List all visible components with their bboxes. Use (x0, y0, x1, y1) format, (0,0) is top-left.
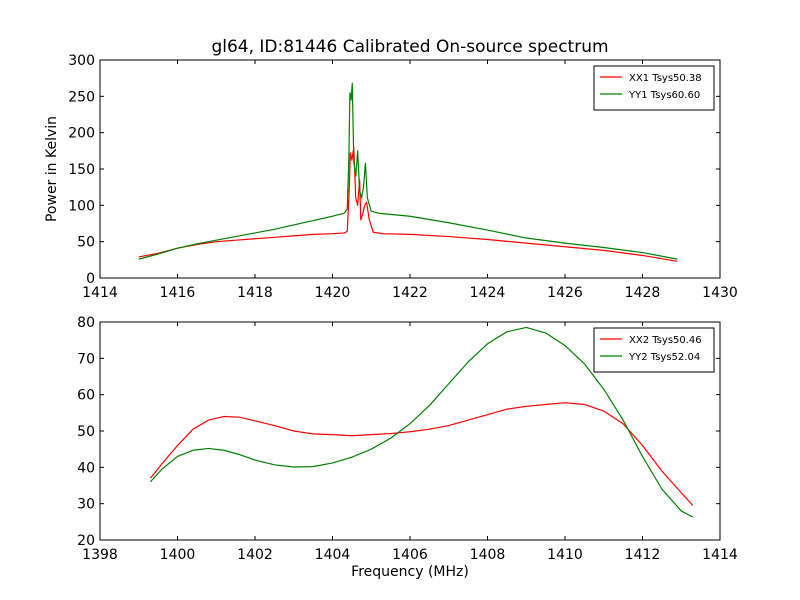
legend-entry: XX2 Tsys50.46 (629, 335, 702, 346)
x-tick-label: 1414 (82, 285, 118, 301)
x-tick-label: 1400 (160, 547, 196, 563)
y-tick-label: 20 (77, 533, 95, 549)
x-tick-label: 1420 (315, 285, 351, 301)
x-tick-label: 1406 (392, 547, 428, 563)
x-tick-label: 1404 (315, 547, 351, 563)
y-tick-label: 50 (77, 235, 95, 251)
x-tick-label: 1424 (470, 285, 506, 301)
legend: XX2 Tsys50.46 YY2 Tsys52.04 (593, 327, 715, 373)
series-line-xx2 (149, 402, 694, 506)
x-axis-label: Frequency (MHz) (351, 564, 469, 580)
y-tick-label: 0 (86, 271, 95, 287)
y-tick-label: 100 (68, 198, 95, 214)
series-line-xx1 (138, 146, 678, 262)
bottom-chart-panel: 1398 1400 1402 1404 1406 1408 1410 1412 1414 20 30… (77, 315, 738, 580)
x-tick-label: 1430 (702, 285, 738, 301)
y-tick-label: 60 (77, 388, 95, 404)
x-tick-label: 1418 (237, 285, 273, 301)
y-axis-label: Power in Kelvin (44, 116, 60, 222)
x-tick-label: 1416 (160, 285, 196, 301)
x-tick-label: 1408 (470, 547, 506, 563)
y-tick-label: 50 (77, 424, 95, 440)
top-chart-panel: 1414 1416 1418 1420 1422 1424 1426 1428 1430 0 50 1… (44, 37, 738, 301)
y-tick-label: 80 (77, 315, 95, 331)
series-line-yy1 (138, 82, 678, 260)
y-tick-label: 150 (68, 162, 95, 178)
x-tick-label: 1426 (547, 285, 583, 301)
x-tick-label: 1422 (392, 285, 428, 301)
y-tick-label: 200 (68, 126, 95, 142)
y-tick-label: 250 (68, 89, 95, 105)
series-line-yy2 (149, 326, 694, 518)
x-tick-label: 1402 (237, 547, 273, 563)
x-tick-label: 1410 (547, 547, 583, 563)
y-tick-label: 40 (77, 460, 95, 476)
y-tick-label: 70 (77, 351, 95, 367)
legend-entry: XX1 Tsys50.38 (629, 73, 702, 84)
legend-box (593, 65, 715, 111)
x-tick-label: 1412 (625, 547, 661, 563)
x-tick-label: 1414 (702, 547, 738, 563)
legend-entry: YY1 Tsys60.60 (628, 90, 700, 101)
x-tick-label: 1398 (82, 547, 118, 563)
chart-title: gl64, ID:81446 Calibrated On-source spec… (211, 37, 608, 57)
legend-entry: YY2 Tsys52.04 (628, 352, 700, 363)
x-tick-label: 1428 (625, 285, 661, 301)
y-tick-label: 30 (77, 497, 95, 513)
y-tick-label: 300 (68, 53, 95, 69)
legend: XX1 Tsys50.38 YY1 Tsys60.60 (593, 65, 715, 111)
legend-box (593, 327, 715, 373)
